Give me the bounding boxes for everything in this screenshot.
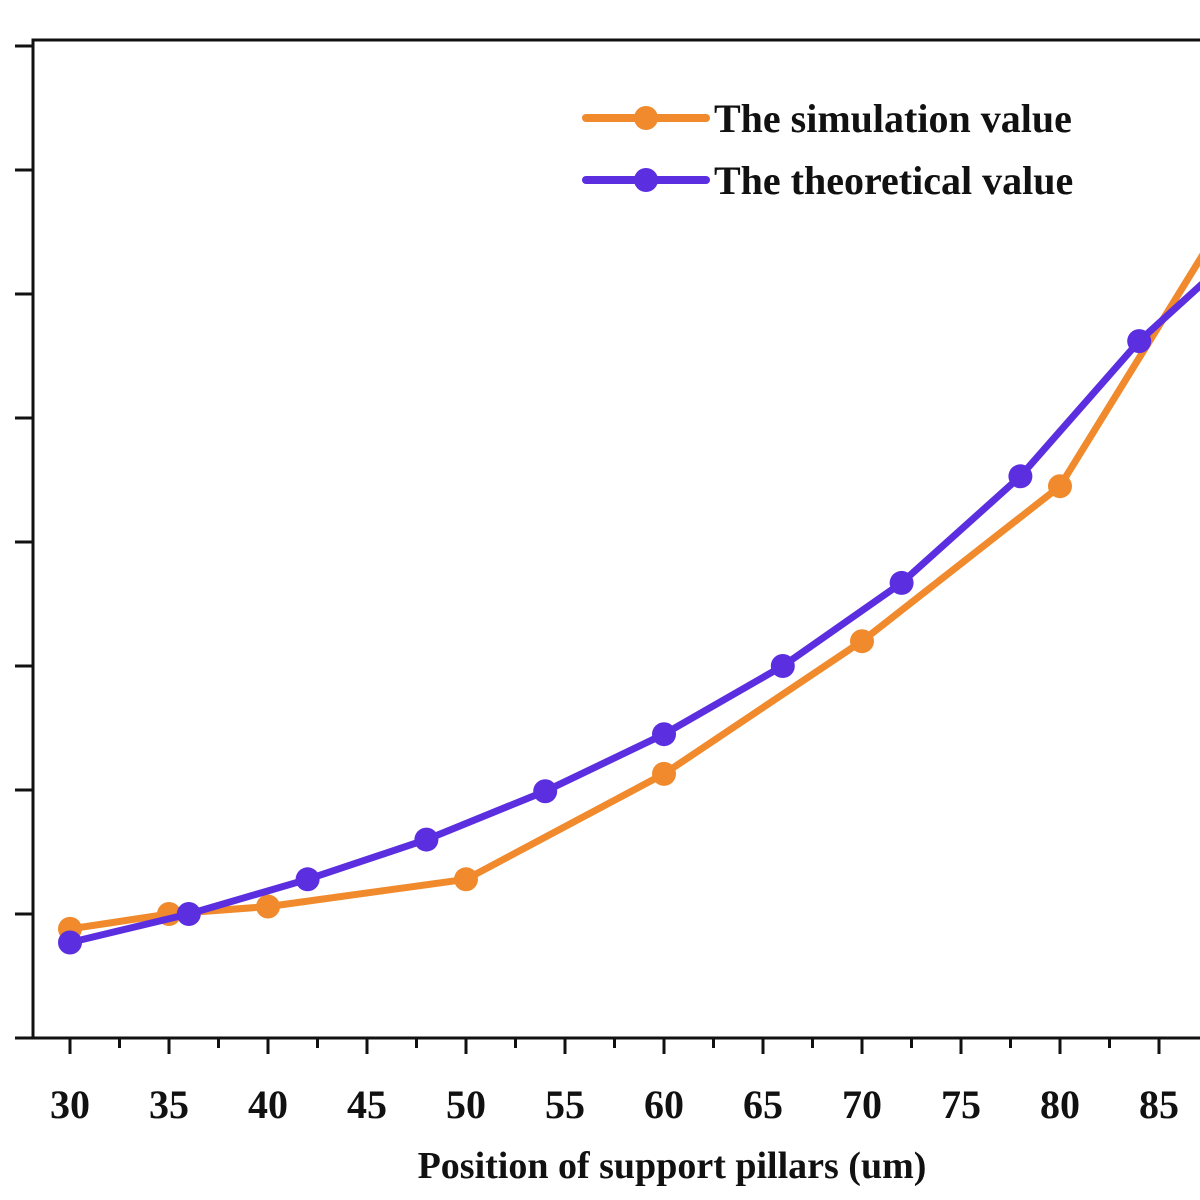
series-0-point-5 (850, 629, 874, 654)
x-tick-label-6: 60 (644, 1082, 684, 1127)
x-tick-label-5: 55 (545, 1082, 585, 1127)
x-tick-label-4: 50 (446, 1082, 486, 1127)
series-1-point-8 (1008, 464, 1033, 489)
series-line-1 (66, 281, 1200, 946)
series-0-point-6 (1048, 474, 1072, 499)
series-1-point-6 (770, 654, 795, 678)
x-tick-label-0: 30 (50, 1082, 90, 1127)
x-axis-ticks (68, 1038, 1161, 1054)
series-1-point-0 (58, 930, 82, 955)
x-tick-label-3: 45 (347, 1082, 387, 1127)
legend: The simulation value The theoretical valu… (582, 96, 1073, 203)
x-tick-label-9: 75 (941, 1082, 981, 1127)
series-1 (58, 281, 1200, 955)
x-axis-title: Position of support pillars (um) (418, 1145, 927, 1187)
legend-label-0: The simulation value (714, 96, 1072, 141)
x-tick-label-7: 65 (743, 1082, 783, 1127)
series-0-point-4 (652, 761, 676, 786)
series-1-point-3 (414, 827, 439, 852)
legend-label-1: The theoretical value (714, 158, 1073, 203)
series-layer (58, 252, 1200, 955)
series-0-point-3 (454, 867, 478, 892)
series-1-point-9 (1127, 329, 1152, 354)
x-tick-label-2: 40 (248, 1082, 288, 1127)
series-1-point-5 (652, 722, 676, 747)
plot-frame (31, 38, 1200, 1040)
x-tick-label-10: 80 (1040, 1082, 1080, 1127)
y-axis-ticks (15, 44, 33, 1040)
series-line-0 (66, 252, 1200, 933)
x-tick-label-11: 85 (1139, 1082, 1179, 1127)
series-1-point-4 (533, 779, 558, 804)
legend-swatch-marker-1 (634, 168, 658, 192)
series-1-point-1 (176, 902, 201, 926)
series-0-point-2 (256, 894, 280, 919)
x-tick-label-8: 70 (842, 1082, 882, 1127)
x-tick-label-1: 35 (149, 1082, 189, 1127)
series-0 (58, 252, 1200, 941)
series-1-point-2 (295, 867, 320, 892)
legend-swatch-marker-0 (634, 106, 658, 130)
series-1-point-7 (889, 570, 914, 595)
x-axis-tick-labels: 30 35 40 45 50 55 60 65 70 75 80 85 (50, 1082, 1179, 1127)
